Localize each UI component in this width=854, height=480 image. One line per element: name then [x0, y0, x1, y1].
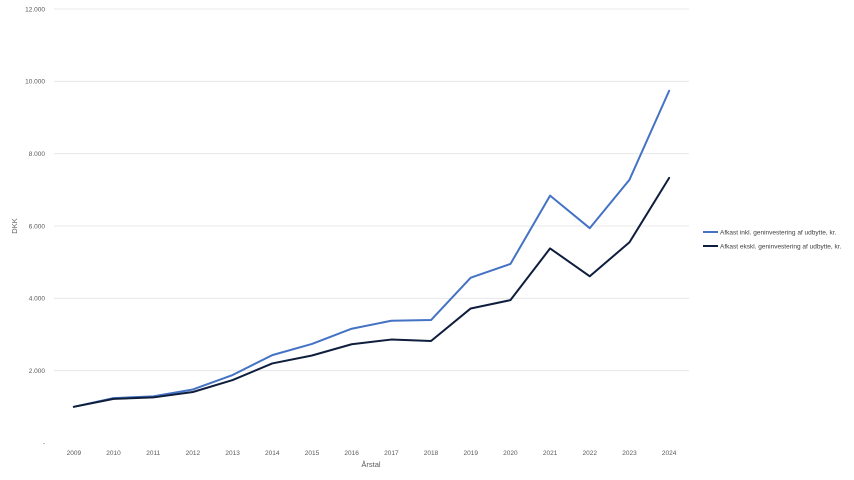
y-axis-title: DKK	[10, 218, 19, 233]
y-tick-label: 8.000	[29, 151, 46, 158]
legend-label-1: Afkast inkl. geninvestering af udbytte, …	[720, 229, 837, 236]
y-tick-label: 4.000	[29, 296, 46, 303]
x-tick-label: 2020	[503, 450, 518, 457]
x-tick-label: 2019	[463, 450, 478, 457]
x-tick-label: 2013	[225, 450, 240, 457]
x-tick-label: 2011	[146, 450, 160, 457]
series-line-1	[72, 89, 671, 408]
x-tick-label: 2018	[424, 450, 439, 457]
x-tick-label: 2009	[67, 450, 82, 457]
y-tick-label: -	[43, 440, 45, 447]
series-line-2	[72, 176, 671, 408]
series-lines	[72, 89, 671, 408]
x-tick-label: 2012	[186, 450, 201, 457]
y-tick-label: 12.000	[25, 6, 45, 13]
legend-label-2: Afkast ekskl. geninvestering af udbytte,…	[720, 243, 842, 250]
x-axis-ticks: 2009 2010 2011 2012 2013 2014 2015 2016 2017 2018…	[67, 450, 677, 457]
x-tick-label: 2024	[662, 450, 677, 457]
legend: Afkast inkl. geninvestering af udbytte, …	[703, 229, 842, 250]
x-tick-label: 2023	[622, 450, 637, 457]
y-axis-ticks: - 2.000 4.000 6.000 8.000 10.000 12.000	[25, 6, 45, 447]
x-tick-label: 2014	[265, 450, 280, 457]
x-tick-label: 2022	[583, 450, 598, 457]
x-axis-title: Årstal	[361, 460, 381, 469]
x-tick-label: 2010	[106, 450, 121, 457]
y-tick-label: 6.000	[29, 223, 46, 230]
x-tick-label: 2021	[543, 450, 558, 457]
x-tick-label: 2017	[384, 450, 399, 457]
gridlines	[54, 8, 689, 372]
x-tick-label: 2015	[305, 450, 320, 457]
y-tick-label: 10.000	[25, 79, 45, 86]
x-tick-label: 2016	[344, 450, 359, 457]
y-tick-label: 2.000	[29, 368, 46, 375]
